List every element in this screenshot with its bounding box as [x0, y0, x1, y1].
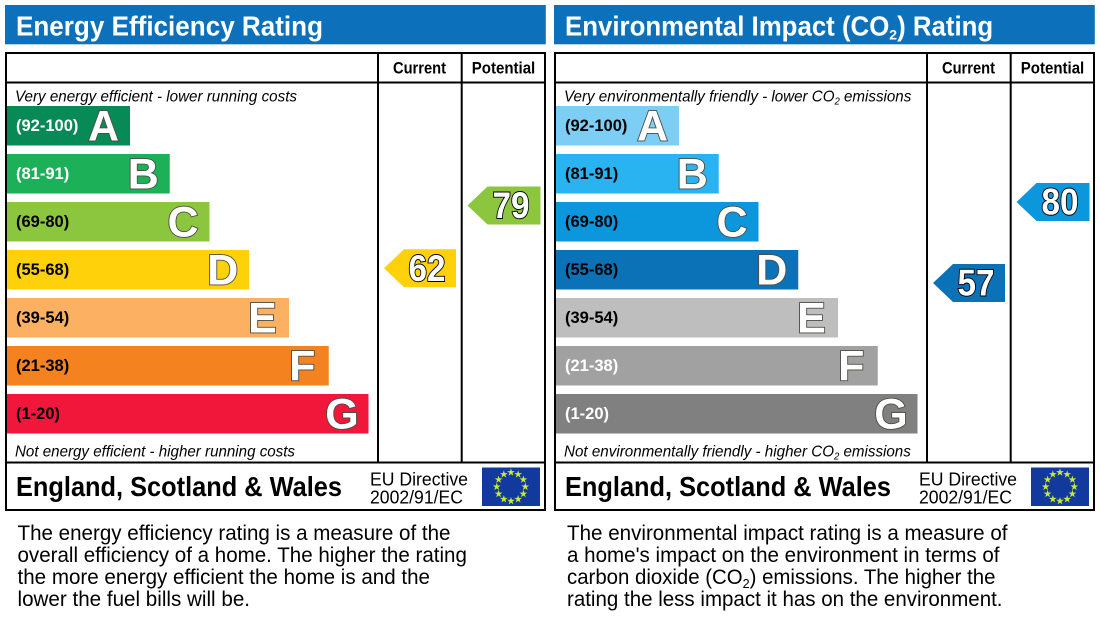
svg-text:(55-68): (55-68) — [565, 261, 618, 279]
svg-text:overall efficiency of a home.: overall efficiency of a home. The higher… — [18, 544, 467, 567]
svg-text:2: 2 — [834, 97, 841, 108]
svg-text:E: E — [797, 295, 826, 343]
svg-text:Potential: Potential — [1021, 59, 1085, 78]
svg-text:EU Directive: EU Directive — [919, 470, 1017, 490]
svg-text:Very energy efficient - lower: Very energy efficient - lower running co… — [15, 89, 297, 106]
svg-text:E: E — [248, 295, 277, 343]
svg-text:80: 80 — [1042, 182, 1079, 223]
svg-text:emissions: emissions — [840, 89, 912, 106]
svg-text:Very environmentally friendly: Very environmentally friendly - lower CO — [564, 89, 835, 106]
svg-text:(69-80): (69-80) — [16, 213, 69, 231]
svg-text:the more energy efficient the: the more energy efficient the home is an… — [18, 566, 431, 589]
svg-text:Current: Current — [942, 59, 995, 78]
svg-text:) emissions. The higher the: ) emissions. The higher the — [750, 566, 996, 589]
svg-text:rating the less impact it has: rating the less impact it has on the env… — [567, 588, 1003, 611]
svg-text:57: 57 — [958, 263, 995, 304]
svg-text:79: 79 — [493, 185, 530, 226]
svg-text:(21-38): (21-38) — [565, 357, 618, 375]
svg-text:F: F — [838, 343, 864, 391]
svg-text:carbon dioxide (CO: carbon dioxide (CO — [567, 566, 743, 589]
svg-text:C: C — [716, 199, 747, 247]
svg-text:2002/91/EC: 2002/91/EC — [370, 488, 463, 508]
svg-text:(1-20): (1-20) — [565, 405, 609, 423]
svg-text:B: B — [128, 151, 159, 199]
svg-text:(55-68): (55-68) — [16, 261, 69, 279]
svg-text:(81-91): (81-91) — [16, 165, 69, 183]
svg-text:The energy efficiency rating i: The energy efficiency rating is a measur… — [18, 522, 451, 545]
svg-text:F: F — [289, 343, 315, 391]
svg-text:(39-54): (39-54) — [565, 309, 618, 327]
svg-text:2: 2 — [743, 576, 750, 591]
svg-text:B: B — [677, 151, 708, 199]
svg-text:D: D — [207, 247, 238, 295]
svg-text:lower the fuel bills will be.: lower the fuel bills will be. — [18, 588, 251, 611]
svg-text:) Rating: ) Rating — [897, 11, 993, 42]
svg-text:emissions: emissions — [839, 444, 911, 461]
svg-text:a home's impact on the environ: a home's impact on the environment in te… — [567, 544, 1000, 567]
svg-text:England, Scotland & Wales: England, Scotland & Wales — [565, 471, 891, 502]
svg-text:EU Directive: EU Directive — [370, 470, 468, 490]
svg-text:G: G — [325, 391, 358, 439]
svg-text:England, Scotland & Wales: England, Scotland & Wales — [16, 471, 342, 502]
svg-text:(39-54): (39-54) — [16, 309, 69, 327]
svg-text:(92-100): (92-100) — [565, 117, 627, 135]
svg-text:Environmental Impact (CO: Environmental Impact (CO — [565, 11, 889, 42]
svg-text:62: 62 — [409, 248, 446, 289]
svg-text:Current: Current — [393, 59, 446, 78]
svg-text:A: A — [637, 103, 668, 151]
svg-text:Energy Efficiency Rating: Energy Efficiency Rating — [16, 11, 323, 42]
svg-text:Not environmentally friendly -: Not environmentally friendly - higher CO — [564, 444, 834, 461]
svg-text:2: 2 — [833, 452, 840, 463]
svg-text:2002/91/EC: 2002/91/EC — [919, 488, 1012, 508]
svg-text:C: C — [167, 199, 198, 247]
svg-text:A: A — [88, 103, 119, 151]
svg-text:D: D — [756, 247, 787, 295]
svg-text:G: G — [874, 391, 907, 439]
svg-text:(92-100): (92-100) — [16, 117, 78, 135]
svg-text:Not energy efficient - higher: Not energy efficient - higher running co… — [15, 444, 295, 461]
svg-text:(81-91): (81-91) — [565, 165, 618, 183]
svg-text:(69-80): (69-80) — [565, 213, 618, 231]
svg-text:(21-38): (21-38) — [16, 357, 69, 375]
svg-text:2: 2 — [889, 27, 897, 43]
svg-text:Potential: Potential — [472, 59, 536, 78]
svg-text:The environmental impact ratin: The environmental impact rating is a mea… — [567, 522, 1008, 545]
svg-text:(1-20): (1-20) — [16, 405, 60, 423]
